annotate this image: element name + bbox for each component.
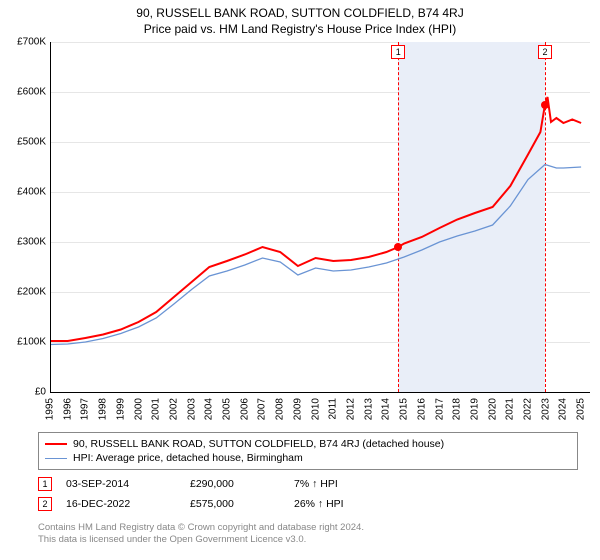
x-tick-label: 2005 [222,398,233,420]
x-tick-label: 2008 [275,398,286,420]
x-tick-label: 2000 [133,398,144,420]
sale-date: 03-SEP-2014 [66,478,176,490]
x-tick-label: 1997 [80,398,91,420]
x-tick-label: 2023 [540,398,551,420]
x-tick-label: 1998 [98,398,109,420]
x-axis [50,392,590,393]
legend-row-property: 90, RUSSELL BANK ROAD, SUTTON COLDFIELD,… [45,437,571,451]
chart-container: 90, RUSSELL BANK ROAD, SUTTON COLDFIELD,… [0,0,600,560]
sale-marker-2: 2 [38,497,52,511]
legend-swatch-property [45,443,67,445]
x-tick-label: 2024 [558,398,569,420]
x-tick-label: 2002 [168,398,179,420]
x-tick-label: 2018 [452,398,463,420]
x-tick-label: 1995 [45,398,56,420]
chart-area: £0£100K£200K£300K£400K£500K£600K£700K 12 [50,42,590,392]
x-tick-label: 2010 [310,398,321,420]
sale-dot [394,243,402,251]
x-tick-label: 2016 [416,398,427,420]
y-tick-label: £700K [17,37,46,48]
chart-subtitle: Price paid vs. HM Land Registry's House … [0,20,600,36]
x-tick-label: 2015 [399,398,410,420]
x-tick-label: 2020 [487,398,498,420]
x-tick-label: 2009 [292,398,303,420]
y-axis [50,42,51,392]
x-tick-label: 1996 [62,398,73,420]
x-tick-label: 2021 [505,398,516,420]
x-tick-label: 2006 [239,398,250,420]
y-tick-label: £0 [35,387,46,398]
attribution-footer: Contains HM Land Registry data © Crown c… [38,522,578,546]
legend-label-hpi: HPI: Average price, detached house, Birm… [73,452,303,464]
x-tick-label: 2001 [151,398,162,420]
y-tick-label: £200K [17,287,46,298]
sale-marker-box: 2 [538,45,552,59]
x-axis-labels: 1995199619971998199920002001200220032004… [50,396,590,430]
x-tick-label: 2012 [345,398,356,420]
sale-marker-box: 1 [391,45,405,59]
x-tick-label: 2013 [363,398,374,420]
y-tick-label: £400K [17,187,46,198]
y-tick-label: £300K [17,237,46,248]
legend-swatch-hpi [45,458,67,459]
x-tick-label: 2003 [186,398,197,420]
line-plot [50,42,590,392]
sale-row: 1 03-SEP-2014 £290,000 7% ↑ HPI [38,474,578,494]
y-tick-label: £500K [17,137,46,148]
x-tick-label: 2011 [328,398,339,420]
x-tick-label: 2004 [204,398,215,420]
sale-price: £290,000 [190,478,280,490]
sale-price: £575,000 [190,498,280,510]
x-tick-label: 2022 [523,398,534,420]
legend: 90, RUSSELL BANK ROAD, SUTTON COLDFIELD,… [38,432,578,470]
legend-label-property: 90, RUSSELL BANK ROAD, SUTTON COLDFIELD,… [73,438,444,450]
footer-line-2: This data is licensed under the Open Gov… [38,534,578,546]
sale-pct: 7% ↑ HPI [294,478,364,490]
x-tick-label: 2007 [257,398,268,420]
x-tick-label: 2017 [434,398,445,420]
sale-row: 2 16-DEC-2022 £575,000 26% ↑ HPI [38,494,578,514]
x-tick-label: 2025 [576,398,587,420]
x-tick-label: 2019 [469,398,480,420]
sale-date: 16-DEC-2022 [66,498,176,510]
y-tick-label: £600K [17,87,46,98]
sale-price-rows: 1 03-SEP-2014 £290,000 7% ↑ HPI 2 16-DEC… [38,474,578,514]
y-tick-label: £100K [17,337,46,348]
sale-pct: 26% ↑ HPI [294,498,364,510]
chart-title: 90, RUSSELL BANK ROAD, SUTTON COLDFIELD,… [0,0,600,20]
sale-dot [541,101,549,109]
legend-row-hpi: HPI: Average price, detached house, Birm… [45,451,571,465]
footer-line-1: Contains HM Land Registry data © Crown c… [38,522,578,534]
sale-marker-1: 1 [38,477,52,491]
x-tick-label: 2014 [381,398,392,420]
x-tick-label: 1999 [115,398,126,420]
series-property [50,97,581,341]
series-hpi [50,165,581,345]
